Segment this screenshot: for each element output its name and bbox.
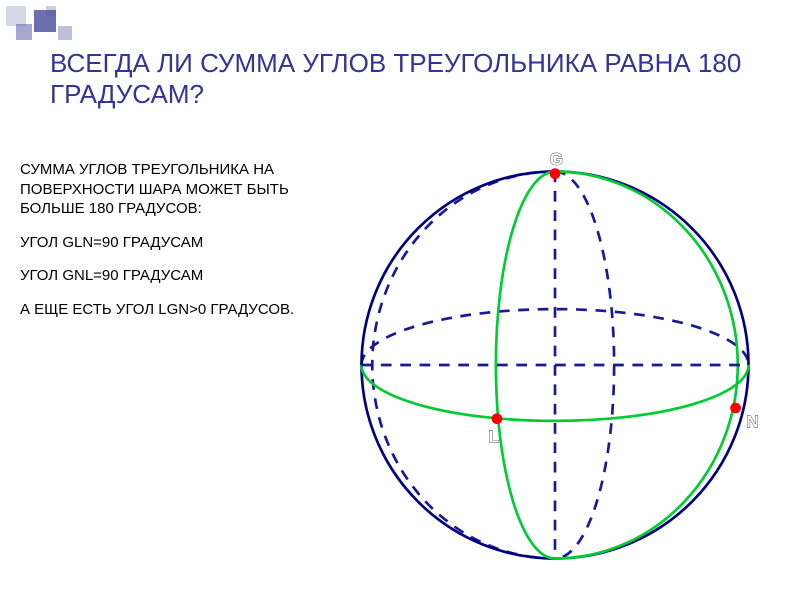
point-g (550, 168, 561, 179)
paragraph-4: А ЕЩЕ ЕСТЬ УГОЛ LGN>0 ГРАДУСОВ. (20, 300, 310, 320)
point-l (492, 413, 503, 424)
point-n (730, 403, 741, 414)
paragraph-3: УГОЛ GNL=90 ГРАДУСАМ (20, 266, 310, 286)
sphere-diagram: G L N (340, 150, 770, 580)
slide-title: ВСЕГДА ЛИ СУММА УГЛОВ ТРЕУГОЛЬНИКА РАВНА… (50, 48, 770, 110)
label-g: G (550, 150, 563, 169)
label-l: L (488, 426, 499, 446)
paragraph-2: УГОЛ GLN=90 ГРАДУСАМ (20, 233, 310, 253)
sphere-svg: G L N (340, 150, 770, 580)
label-n: N (746, 411, 758, 431)
body-text-block: СУММА УГЛОВ ТРЕУГОЛЬНИКА НА ПОВЕРХНОСТИ … (20, 160, 310, 333)
paragraph-1: СУММА УГЛОВ ТРЕУГОЛЬНИКА НА ПОВЕРХНОСТИ … (20, 160, 310, 219)
